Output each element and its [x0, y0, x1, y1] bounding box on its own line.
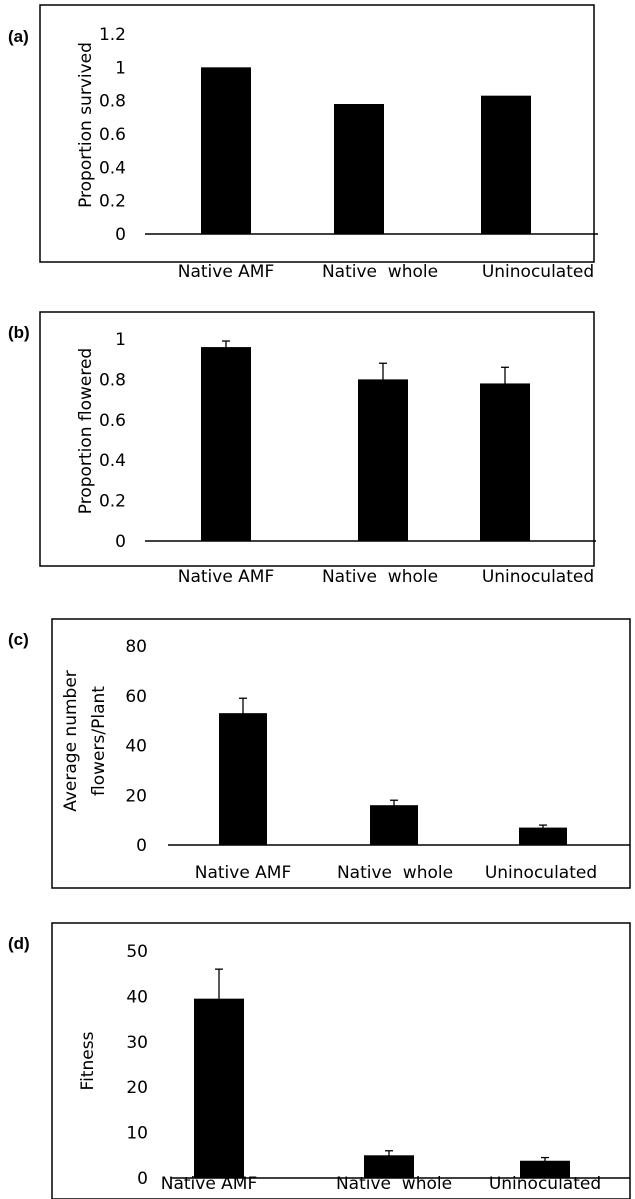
x-category-label: Native AMF: [178, 262, 275, 282]
panel-label: (b): [8, 323, 30, 342]
x-category-label: Native whole: [336, 1174, 452, 1194]
y-tick-label: 60: [125, 687, 147, 707]
bar: [480, 383, 530, 541]
y-axis-label: flowers/Plant: [89, 686, 109, 796]
y-tick-label: 0: [115, 532, 126, 552]
y-tick-label: 40: [126, 987, 148, 1007]
bar: [358, 379, 408, 541]
y-tick-label: 50: [126, 942, 148, 962]
y-tick-label: 0: [137, 1169, 148, 1189]
y-tick-label: 0: [115, 225, 126, 245]
y-tick-label: 80: [125, 637, 147, 657]
y-tick-label: 0.4: [99, 451, 126, 471]
y-tick-label: 0.8: [99, 92, 126, 112]
y-tick-label: 40: [125, 737, 147, 757]
y-tick-label: 0.6: [99, 125, 126, 145]
bar: [201, 347, 251, 541]
x-category-label: Native whole: [322, 262, 438, 282]
bar: [219, 713, 267, 845]
y-tick-label: 0.4: [99, 158, 126, 178]
y-tick-label: 20: [125, 786, 147, 806]
bar: [334, 104, 384, 234]
bar: [481, 95, 531, 235]
panel-label: (a): [8, 27, 29, 46]
x-category-label: Uninoculated: [482, 262, 594, 282]
y-tick-label: 0: [136, 836, 147, 856]
x-category-label: Uninoculated: [489, 1174, 601, 1194]
x-category-label: Native AMF: [178, 567, 275, 587]
panel-frame: [39, 4, 595, 263]
y-tick-label: 1: [115, 58, 126, 78]
panel-label: (d): [8, 934, 30, 953]
y-tick-label: 1: [115, 330, 126, 350]
y-tick-label: 20: [126, 1078, 148, 1098]
x-category-label: Native AMF: [195, 863, 292, 883]
y-axis-label: Proportion survived: [76, 42, 96, 208]
bar: [364, 1155, 414, 1178]
x-category-label: Native AMF: [161, 1174, 258, 1194]
y-tick-label: 0.2: [99, 192, 126, 212]
panel-label: (c): [8, 630, 29, 649]
panel-frame: [51, 922, 631, 1199]
x-category-label: Uninoculated: [482, 567, 594, 587]
bar: [201, 67, 251, 234]
bar: [519, 827, 567, 845]
x-category-label: Uninoculated: [485, 863, 597, 883]
y-tick-label: 30: [126, 1033, 148, 1053]
y-tick-label: 10: [126, 1124, 148, 1144]
y-tick-label: 0.6: [99, 411, 126, 431]
y-axis-label: Fitness: [78, 1031, 98, 1090]
x-category-label: Native whole: [337, 863, 453, 883]
x-category-label: Native whole: [322, 567, 438, 587]
panel-frame: [39, 311, 595, 567]
panel-frame: [51, 618, 631, 889]
y-axis-label: Proportion flowered: [76, 348, 96, 514]
y-tick-label: 1.2: [99, 25, 126, 45]
y-tick-label: 0.8: [99, 370, 126, 390]
bar: [370, 805, 418, 845]
bar: [520, 1160, 570, 1178]
y-tick-label: 0.2: [99, 492, 126, 512]
y-axis-label: Average number: [61, 670, 81, 812]
